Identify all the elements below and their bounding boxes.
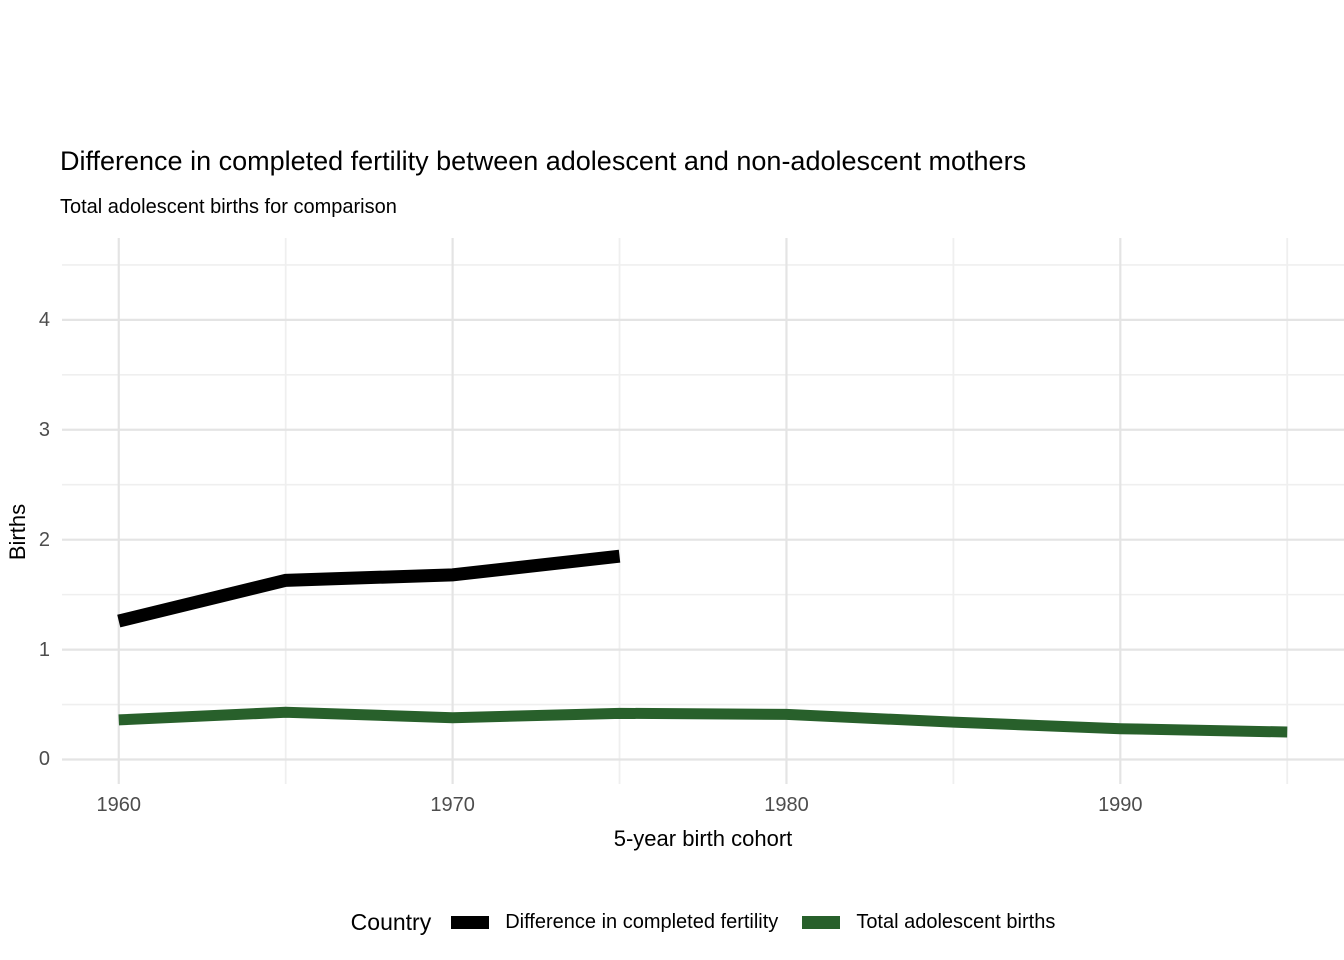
x-axis-title: 5-year birth cohort (613, 826, 793, 851)
x-tick-label: 1980 (764, 794, 809, 816)
x-tick-label: 1990 (1098, 794, 1143, 816)
y-tick-label: 1 (38, 638, 50, 661)
legend: Country Difference in completed fertilit… (62, 898, 1344, 946)
y-tick-label: 3 (38, 418, 50, 441)
legend-label: Total adolescent births (856, 910, 1056, 933)
chart-title: Difference in completed fertility betwee… (60, 146, 1027, 176)
y-tick-label: 0 (38, 748, 50, 771)
series-line-0 (117, 549, 621, 628)
x-tick-label: 1970 (430, 794, 475, 816)
legend-label: Difference in completed fertility (505, 910, 779, 933)
legend-swatch-icon (451, 915, 490, 929)
legend-swatch-icon (802, 915, 841, 929)
legend-item-0: Difference in completed fertility (451, 911, 778, 934)
chart-subtitle: Total adolescent births for comparison (60, 196, 397, 218)
legend-items: Difference in completed fertility Total a… (451, 911, 1055, 934)
legend-item-1: Total adolescent births (802, 911, 1055, 934)
legend-title: Country (350, 908, 432, 935)
y-tick-label: 2 (38, 528, 50, 551)
y-tick-label: 4 (38, 308, 50, 331)
series-line-1 (118, 706, 1288, 738)
x-tick-label: 1960 (96, 794, 142, 816)
